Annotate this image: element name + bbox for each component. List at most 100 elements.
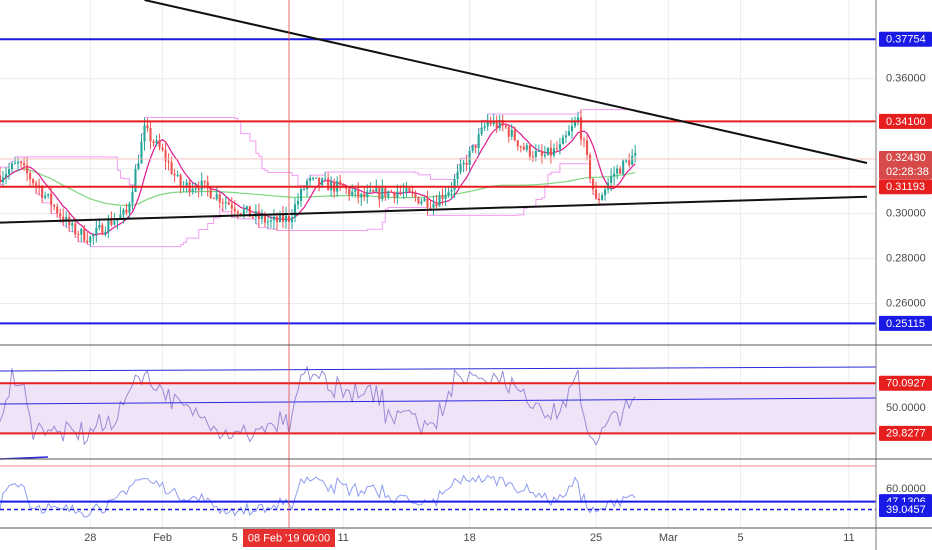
candle-body[interactable] — [309, 178, 312, 181]
candle-body[interactable] — [137, 163, 140, 170]
candle-body[interactable] — [519, 146, 522, 148]
candle-body[interactable] — [185, 182, 188, 186]
candle-body[interactable] — [591, 178, 595, 190]
candle-body[interactable] — [408, 188, 411, 192]
candle-body[interactable] — [619, 168, 622, 174]
candle-body[interactable] — [504, 125, 507, 128]
candle-body[interactable] — [35, 183, 38, 186]
candle-body[interactable] — [236, 211, 239, 214]
candle-body[interactable] — [498, 119, 501, 129]
trend-lines[interactable] — [0, 0, 868, 224]
candle-body[interactable] — [378, 188, 381, 200]
candle-body[interactable] — [522, 146, 525, 150]
candle-body[interactable] — [83, 228, 86, 242]
candle-body[interactable] — [510, 129, 513, 137]
descending-trend-line[interactable] — [144, 0, 868, 164]
candle-body[interactable] — [450, 189, 453, 192]
candle-body[interactable] — [579, 117, 583, 140]
candle-body[interactable] — [302, 189, 306, 191]
candle-body[interactable] — [275, 216, 279, 222]
candle-body[interactable] — [456, 171, 459, 179]
candle-body[interactable] — [595, 189, 598, 199]
candle-body[interactable] — [616, 168, 619, 174]
candle-body[interactable] — [567, 131, 571, 136]
candle-body[interactable] — [480, 127, 483, 135]
candle-body[interactable] — [444, 195, 447, 199]
candle-body[interactable] — [417, 197, 420, 204]
candle-body[interactable] — [474, 145, 477, 149]
candle-body[interactable] — [4, 173, 8, 178]
candle-body[interactable] — [167, 161, 170, 163]
candle-body[interactable] — [59, 213, 62, 217]
candle-body[interactable] — [588, 154, 592, 179]
candle-body[interactable] — [318, 177, 321, 186]
candle-body[interactable] — [272, 216, 276, 221]
candle-body[interactable] — [360, 193, 363, 198]
candle-body[interactable] — [513, 129, 516, 141]
candle-body[interactable] — [107, 219, 110, 232]
candle-body[interactable] — [405, 188, 408, 192]
candle-body[interactable] — [516, 140, 519, 147]
candle-body[interactable] — [260, 215, 263, 219]
candle-body[interactable] — [441, 195, 444, 199]
candle-body[interactable] — [41, 187, 44, 198]
candle-body[interactable] — [540, 150, 543, 156]
candle-body[interactable] — [483, 126, 486, 128]
candle-body[interactable] — [179, 174, 182, 188]
candle-body[interactable] — [71, 223, 74, 226]
candle-body[interactable] — [269, 220, 272, 222]
horizontal-levels[interactable] — [0, 38, 876, 511]
candle-body[interactable] — [348, 188, 351, 196]
candle-body[interactable] — [399, 191, 402, 193]
candle-body[interactable] — [438, 195, 441, 207]
candle-body[interactable] — [7, 169, 11, 174]
candle-body[interactable] — [98, 224, 101, 228]
candle-body[interactable] — [50, 193, 53, 206]
candle-body[interactable] — [363, 193, 366, 198]
candle-body[interactable] — [296, 200, 300, 205]
candle-body[interactable] — [86, 241, 89, 243]
candle-body[interactable] — [525, 145, 528, 150]
candle-body[interactable] — [242, 209, 245, 215]
candle-body[interactable] — [230, 204, 233, 209]
candle-body[interactable] — [321, 178, 324, 186]
candle-body[interactable] — [218, 194, 221, 203]
candle-body[interactable] — [327, 178, 330, 191]
candle-body[interactable] — [170, 162, 173, 174]
candle-body[interactable] — [555, 148, 558, 150]
candle-body[interactable] — [537, 150, 540, 152]
candle-body[interactable] — [104, 231, 107, 235]
candle-body[interactable] — [62, 216, 65, 222]
candle-body[interactable] — [628, 160, 631, 165]
candle-body[interactable] — [351, 191, 354, 196]
candle-body[interactable] — [604, 189, 607, 196]
candle-body[interactable] — [601, 195, 604, 201]
candle-body[interactable] — [1, 177, 5, 183]
candle-body[interactable] — [95, 227, 98, 235]
candle-body[interactable] — [122, 209, 125, 215]
candle-body[interactable] — [561, 137, 565, 145]
candle-body[interactable] — [315, 177, 318, 179]
candle-body[interactable] — [312, 177, 315, 179]
candle-body[interactable] — [631, 155, 634, 165]
candle-body[interactable] — [306, 180, 309, 190]
candle-body[interactable] — [453, 178, 456, 190]
candle-body[interactable] — [369, 190, 372, 192]
candle-body[interactable] — [200, 180, 203, 191]
candle-body[interactable] — [266, 221, 269, 223]
candle-body[interactable] — [402, 191, 405, 193]
candle-body[interactable] — [501, 119, 504, 126]
candle-body[interactable] — [471, 145, 474, 151]
candle-body[interactable] — [161, 147, 164, 150]
candle-body[interactable] — [339, 181, 342, 185]
candle-body[interactable] — [221, 202, 224, 204]
candle-body[interactable] — [357, 189, 360, 198]
candle-body[interactable] — [212, 198, 215, 200]
candle-body[interactable] — [381, 187, 384, 200]
candle-body[interactable] — [375, 188, 378, 192]
candle-body[interactable] — [65, 216, 68, 222]
candle-body[interactable] — [396, 191, 399, 198]
candle-body[interactable] — [44, 195, 47, 198]
candle-body[interactable] — [0, 175, 2, 183]
candle-body[interactable] — [29, 173, 32, 180]
